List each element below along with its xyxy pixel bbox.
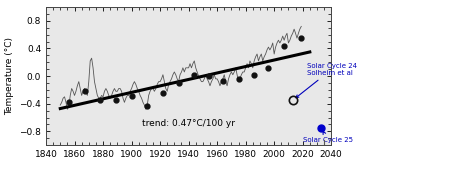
- Text: trend: 0.47°C/100 yr: trend: 0.47°C/100 yr: [142, 119, 235, 128]
- Y-axis label: Temperature (°C): Temperature (°C): [5, 37, 14, 115]
- Text: Solar Cycle 25: Solar Cycle 25: [302, 131, 352, 143]
- Text: Solar Cycle 24
Solheim et al: Solar Cycle 24 Solheim et al: [295, 63, 356, 98]
